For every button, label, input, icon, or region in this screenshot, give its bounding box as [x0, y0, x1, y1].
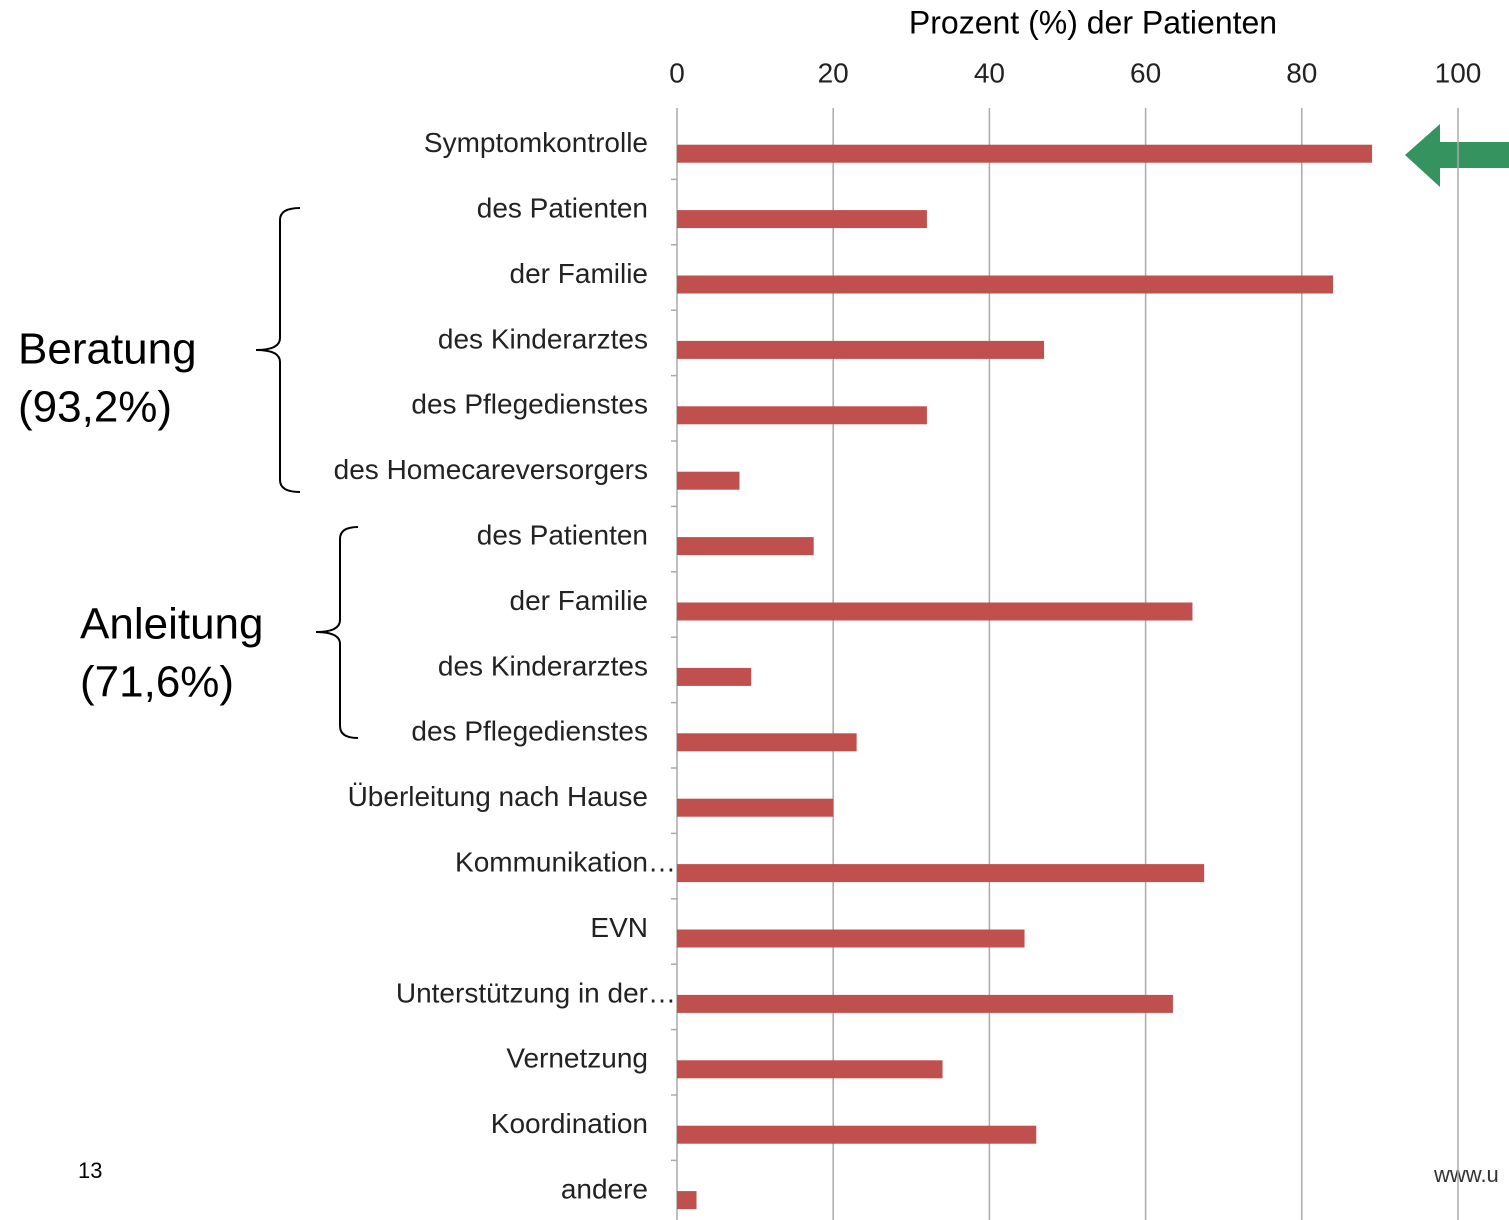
page-number: 13 — [78, 1158, 102, 1183]
y-tick-label: der Familie — [510, 258, 648, 289]
bar — [677, 1060, 943, 1079]
bar — [677, 667, 752, 686]
footer: www.u — [1433, 1162, 1499, 1187]
x-tick-label: 40 — [974, 57, 1005, 88]
y-tick-label: des Kinderarztes — [438, 650, 648, 681]
y-tick-label: andere — [561, 1173, 648, 1204]
bar — [677, 798, 834, 817]
y-tick-label: der Familie — [510, 585, 648, 616]
y-tick-label: Unterstützung in der… — [396, 977, 676, 1008]
group-label: (93,2%) — [18, 383, 172, 432]
bar — [677, 471, 740, 490]
bar — [677, 994, 1173, 1013]
bar — [677, 406, 927, 425]
y-tick-label: Symptomkontrolle — [424, 127, 648, 158]
group-label: Anleitung — [80, 600, 263, 649]
y-tick-label: Kommunikation… — [455, 846, 676, 877]
bar — [677, 1125, 1037, 1144]
bar — [677, 340, 1045, 359]
bar — [677, 1191, 697, 1210]
y-tick-label: Überleitung nach Hause — [348, 781, 648, 812]
y-tick-label: des Patienten — [477, 519, 648, 550]
bar — [677, 537, 814, 556]
x-tick-label: 60 — [1130, 57, 1161, 88]
x-axis-label: Prozent (%) der Patienten — [909, 4, 1277, 40]
x-tick-label: 20 — [818, 57, 849, 88]
y-tick-label: des Kinderarztes — [438, 323, 648, 354]
x-tick-label: 100 — [1435, 57, 1482, 88]
arrow — [1405, 124, 1509, 187]
y-tick-label: Koordination — [491, 1108, 648, 1139]
x-tick-label: 80 — [1286, 57, 1317, 88]
group-label: (71,6%) — [80, 658, 234, 707]
bar — [677, 864, 1205, 883]
y-tick-label: des Pflegedienstes — [411, 716, 648, 747]
bar — [677, 929, 1025, 948]
brace — [255, 207, 301, 493]
bar — [677, 210, 927, 229]
bar — [677, 602, 1193, 621]
brace — [315, 526, 359, 739]
bar — [677, 733, 857, 752]
bar — [677, 275, 1334, 294]
y-tick-label: Vernetzung — [506, 1043, 648, 1074]
bar — [677, 144, 1373, 163]
group-label: Beratung — [18, 325, 197, 374]
y-tick-label: des Homecareversorgers — [334, 454, 648, 485]
y-tick-label: des Pflegedienstes — [411, 389, 648, 420]
y-tick-label: EVN — [590, 912, 648, 943]
y-tick-label: des Patienten — [477, 192, 648, 223]
x-tick-label: 0 — [669, 57, 685, 88]
